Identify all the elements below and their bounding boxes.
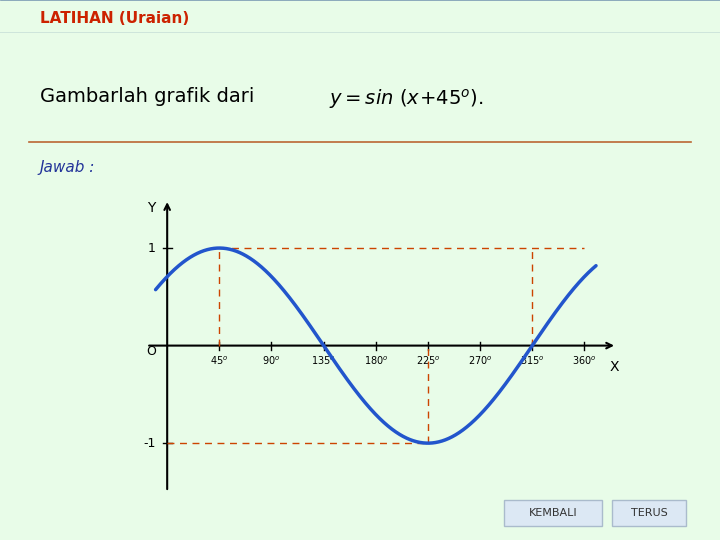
Text: Gambarlah grafik dari: Gambarlah grafik dari — [40, 86, 260, 106]
Text: -1: -1 — [143, 437, 156, 450]
FancyBboxPatch shape — [612, 500, 686, 526]
Text: X: X — [610, 360, 619, 374]
FancyBboxPatch shape — [504, 500, 602, 526]
Text: LATIHAN (Uraian): LATIHAN (Uraian) — [40, 11, 189, 26]
Text: TERUS: TERUS — [631, 508, 667, 518]
Text: 1: 1 — [148, 241, 156, 254]
Text: O: O — [146, 345, 156, 358]
Text: 180$^{o}$: 180$^{o}$ — [364, 354, 388, 367]
Text: 135$^{o}$: 135$^{o}$ — [311, 354, 336, 367]
Text: 225$^{o}$: 225$^{o}$ — [415, 354, 440, 367]
Text: 90$^{o}$: 90$^{o}$ — [262, 354, 281, 367]
Text: Y: Y — [147, 201, 155, 215]
Text: 45$^{o}$: 45$^{o}$ — [210, 354, 228, 367]
Text: 270$^{o}$: 270$^{o}$ — [468, 354, 492, 367]
Text: Jawab :: Jawab : — [40, 160, 95, 175]
Text: 315$^{o}$: 315$^{o}$ — [520, 354, 544, 367]
Text: 360$^{o}$: 360$^{o}$ — [572, 354, 597, 367]
Text: $y = \mathit{sin}\ (x\!+\!45^{o})$.: $y = \mathit{sin}\ (x\!+\!45^{o})$. — [329, 86, 484, 111]
Text: KEMBALI: KEMBALI — [528, 508, 577, 518]
